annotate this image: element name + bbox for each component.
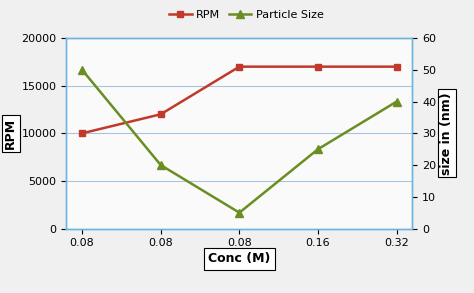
- Particle Size: [237, 211, 242, 214]
- RPM: [394, 65, 400, 69]
- Legend: RPM, Particle Size: RPM, Particle Size: [165, 6, 328, 24]
- Y-axis label: RPM: RPM: [4, 118, 18, 149]
- Y-axis label: size in (nm): size in (nm): [440, 92, 454, 175]
- Line: Particle Size: Particle Size: [78, 66, 401, 217]
- RPM: [315, 65, 321, 69]
- RPM: [158, 113, 164, 116]
- Particle Size: [79, 68, 85, 71]
- Particle Size: [158, 163, 164, 167]
- X-axis label: Conc (M): Conc (M): [208, 253, 271, 265]
- RPM: [237, 65, 242, 69]
- Line: RPM: RPM: [79, 63, 400, 137]
- Particle Size: [315, 147, 321, 151]
- RPM: [79, 132, 85, 135]
- Particle Size: [394, 100, 400, 103]
